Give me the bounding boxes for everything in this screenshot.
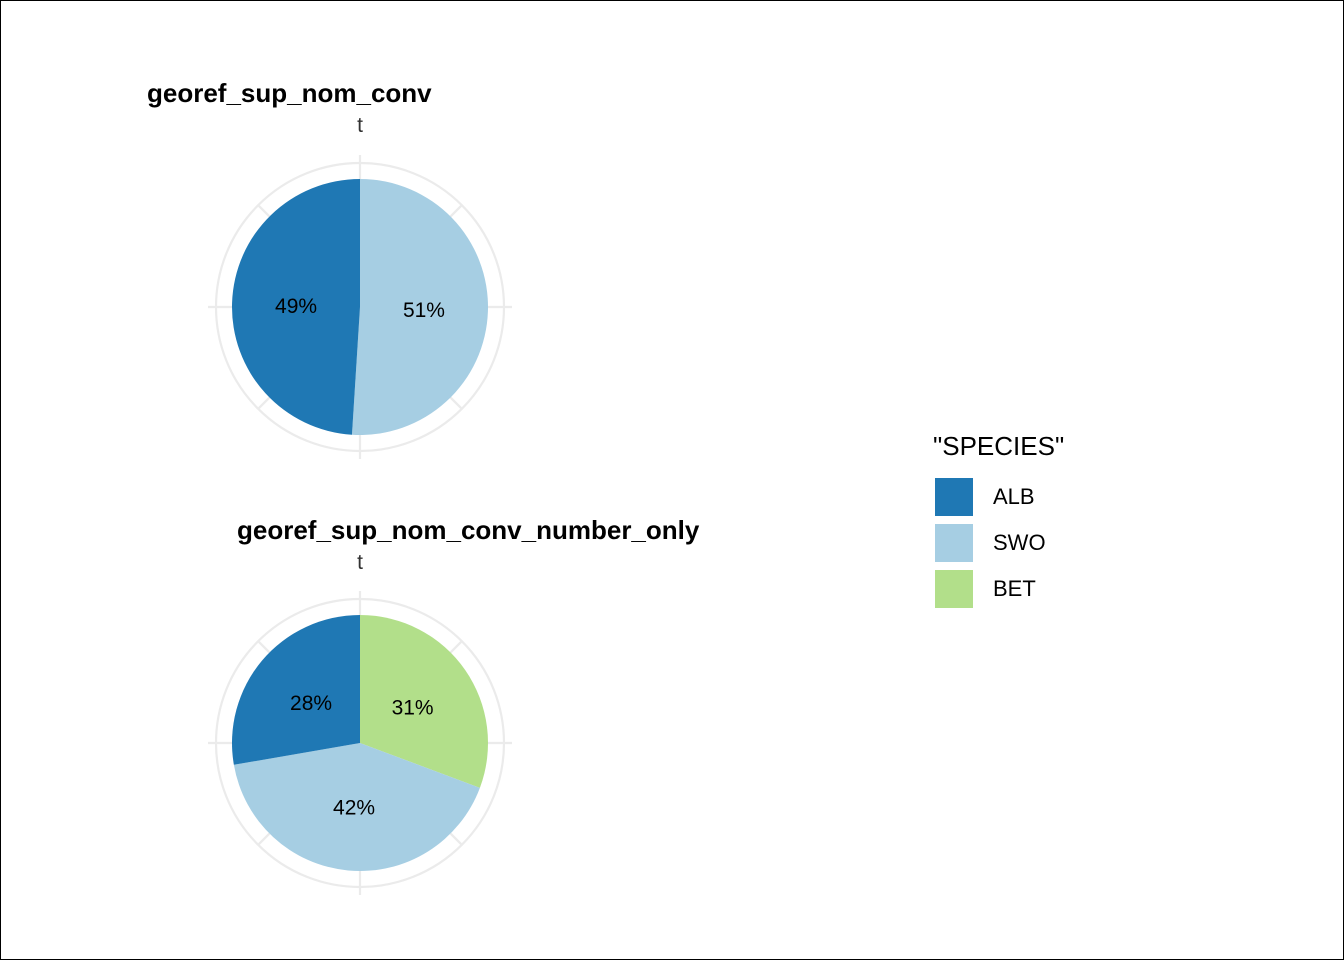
pie-slices-2: 31% 42% 28% <box>232 615 488 871</box>
legend-label-bet: BET <box>993 576 1036 601</box>
legend-item-alb: ALB <box>933 474 1064 520</box>
pie-slices-1: 51% 49% <box>231 179 488 435</box>
slice-label-bet: 31% <box>392 697 434 720</box>
slice-label-alb: 49% <box>275 295 317 318</box>
pie-chart-1: 51% 49% t <box>208 114 512 459</box>
legend-title: "SPECIES" <box>933 431 1065 461</box>
slice-label-swo: 42% <box>333 797 375 820</box>
legend-item-swo: SWO <box>933 520 1064 566</box>
legend-item-bet: BET <box>933 566 1064 612</box>
legend-key-bet <box>933 568 975 610</box>
pie-slice-swo <box>233 743 480 871</box>
legend-key-swo <box>933 522 975 564</box>
pie-slice-swo <box>351 179 488 435</box>
pie-slice-alb <box>232 615 360 765</box>
pie-axis-label-2: t <box>357 551 363 574</box>
pie-title-2: georef_sup_nom_conv_number_only <box>237 515 700 545</box>
pie-slice-alb <box>231 179 360 435</box>
pie-axis-label-1: t <box>357 114 363 137</box>
pie-slice-bet <box>360 615 488 788</box>
legend-label-alb: ALB <box>993 484 1035 509</box>
pie-chart-2: 31% 42% 28% t <box>208 551 512 895</box>
legend-label-swo: SWO <box>993 530 1046 555</box>
legend-key-alb <box>933 476 975 518</box>
slice-label-alb: 28% <box>290 692 332 715</box>
slice-label-swo: 51% <box>403 299 445 322</box>
legend: "SPECIES" ALB SWO BET <box>933 433 1064 612</box>
pie-title-1: georef_sup_nom_conv <box>147 78 432 108</box>
